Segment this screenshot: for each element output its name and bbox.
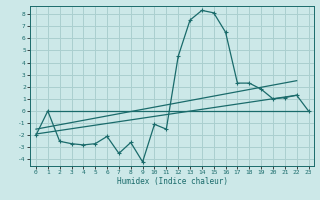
X-axis label: Humidex (Indice chaleur): Humidex (Indice chaleur) xyxy=(117,177,228,186)
